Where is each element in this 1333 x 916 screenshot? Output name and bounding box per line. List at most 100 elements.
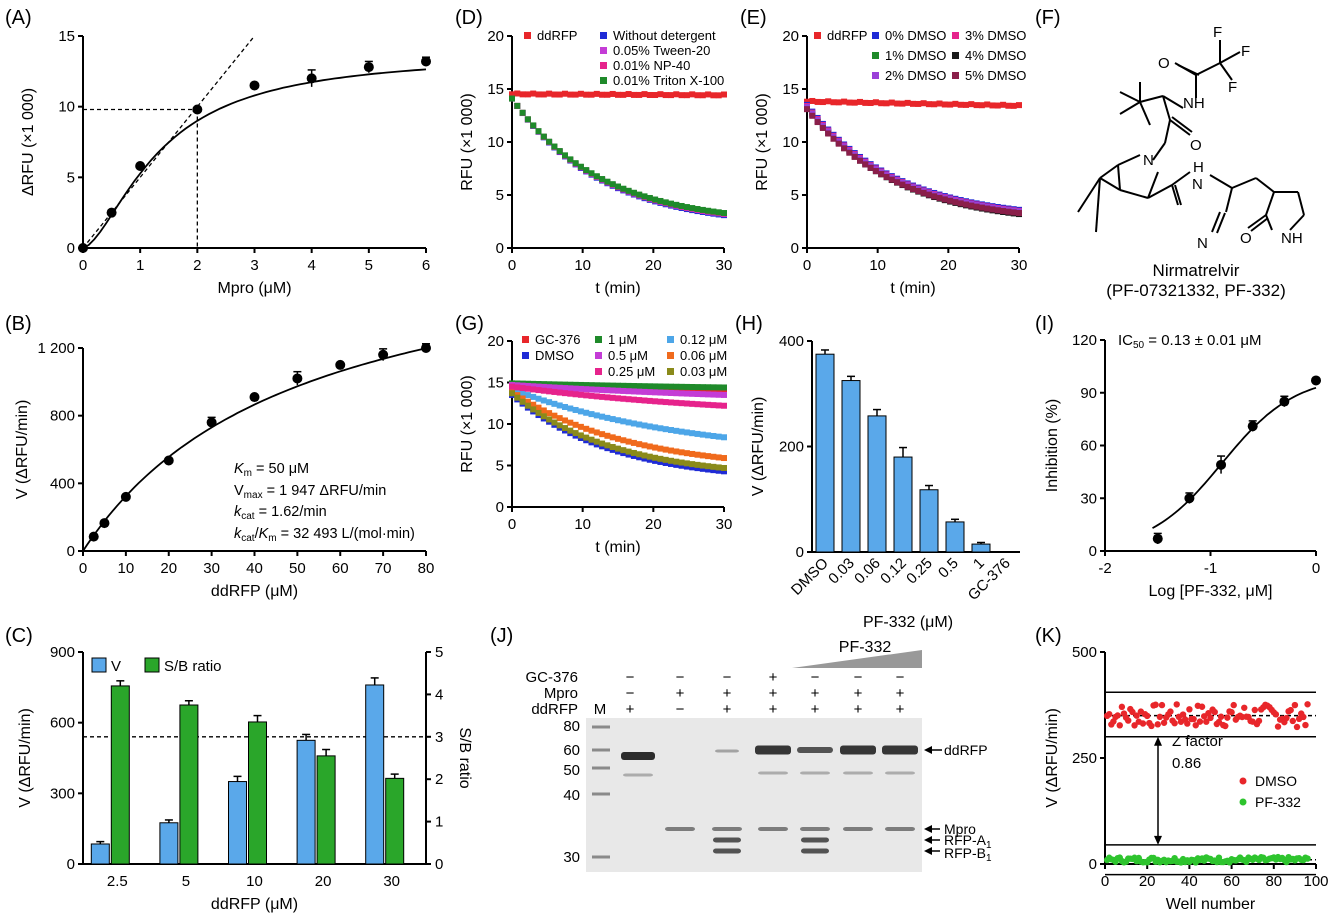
x-tick-label: 60 xyxy=(1223,873,1240,890)
y-axis-label: Inhibition (%) xyxy=(1044,399,1061,492)
data-point xyxy=(1144,712,1151,720)
x-axis-label: Well number xyxy=(1166,896,1256,913)
data-point xyxy=(588,382,595,389)
legend-swatch-pf332 xyxy=(1239,798,1247,806)
y-tick-label: 90 xyxy=(1080,385,1097,402)
y-tick-label: 5 xyxy=(67,169,75,186)
chart-c: 0 300 600 900 0 1 2 3 4 5 V (ΔRFU/min) S/B ratio ddR… xyxy=(17,644,473,913)
data-point xyxy=(206,417,217,428)
y-tick-label: 20 xyxy=(782,28,799,45)
data-point xyxy=(657,91,664,98)
x-tick-label: 20 xyxy=(645,257,662,274)
gel-sign: + xyxy=(896,685,905,702)
x-tick-label: 20 xyxy=(160,560,177,577)
y-tick-label: 1 200 xyxy=(37,340,75,357)
data-point xyxy=(646,443,653,450)
data-point xyxy=(609,434,616,441)
data-point xyxy=(1160,719,1168,726)
data-point xyxy=(652,383,659,390)
data-point xyxy=(1230,701,1237,709)
x-tick-label: 5 xyxy=(182,873,190,890)
chart-g: 0 10 20 30 0 5 10 15 20 t (min) RFU (×1 000) GC-376… xyxy=(459,332,732,556)
y-tick-label-right: 2 xyxy=(435,771,443,788)
data-point xyxy=(978,102,985,109)
data-point xyxy=(1139,720,1147,727)
y-tick-label: 0 xyxy=(496,499,504,516)
data-point xyxy=(636,451,643,458)
data-point xyxy=(846,149,853,156)
data-point xyxy=(556,91,563,98)
x-tick-label: 50 xyxy=(289,560,306,577)
y-tick-label: 900 xyxy=(50,644,75,661)
y-tick-label: 10 xyxy=(58,99,75,116)
annotation-zfactor-value: 0.86 xyxy=(1172,755,1201,772)
data-point xyxy=(540,91,547,98)
data-point xyxy=(572,160,579,167)
data-point xyxy=(715,467,722,474)
data-point xyxy=(609,90,616,97)
x-tick-label: 10 xyxy=(574,257,591,274)
x-tick-label: 1 xyxy=(136,257,144,274)
data-point xyxy=(925,191,932,198)
data-point xyxy=(1186,706,1193,713)
gel-sign: + xyxy=(723,685,732,702)
data-point xyxy=(615,183,621,190)
y-tick-label: 0 xyxy=(1089,543,1097,560)
data-point xyxy=(577,90,584,97)
data-point xyxy=(551,388,558,395)
data-point xyxy=(715,92,722,99)
band-label-mpro: Mpro xyxy=(944,821,976,837)
data-point xyxy=(519,109,526,116)
data-point xyxy=(599,431,606,438)
data-point xyxy=(830,99,837,106)
gel-band xyxy=(843,827,873,831)
marker-band xyxy=(592,766,610,770)
atom-o-2: O xyxy=(1190,137,1202,154)
data-point xyxy=(804,106,810,113)
x-tick-label: 60 xyxy=(332,560,349,577)
gel-sign: + xyxy=(811,685,820,702)
data-point xyxy=(1106,710,1113,718)
data-point xyxy=(546,90,553,97)
data-point xyxy=(625,438,632,445)
y-tick-label: 0 xyxy=(791,240,799,257)
data-point xyxy=(710,387,717,394)
data-point xyxy=(652,454,659,461)
data-point xyxy=(572,381,579,388)
data-point xyxy=(683,387,690,394)
y-tick-label: 300 xyxy=(50,785,75,802)
data-point xyxy=(593,438,600,445)
y-tick-label: 0 xyxy=(496,240,504,257)
data-point xyxy=(715,209,722,216)
data-point xyxy=(705,207,712,214)
data-point xyxy=(535,404,542,411)
data-point xyxy=(694,92,701,99)
data-point xyxy=(604,382,611,389)
data-point xyxy=(567,156,574,163)
x-tick-label: 10 xyxy=(574,516,591,533)
data-point xyxy=(1125,717,1132,724)
data-point xyxy=(588,427,595,434)
y-tick-label-right: 4 xyxy=(435,686,443,703)
x-tick-label: 0.03 xyxy=(825,555,858,588)
data-point xyxy=(551,412,558,419)
bar-sb xyxy=(179,704,199,865)
data-point xyxy=(249,80,260,91)
gel-band xyxy=(800,771,830,775)
data-point xyxy=(715,464,722,471)
data-point xyxy=(867,164,874,171)
y-tick-label: 20 xyxy=(487,333,504,350)
data-point xyxy=(646,456,653,463)
data-point xyxy=(652,457,659,464)
data-point xyxy=(609,394,616,401)
bar-v xyxy=(296,739,316,865)
data-point xyxy=(577,381,584,388)
data-point xyxy=(963,101,969,108)
data-point xyxy=(1005,102,1012,109)
data-point xyxy=(804,98,810,105)
data-point xyxy=(524,116,531,123)
data-point xyxy=(519,390,526,397)
data-point xyxy=(894,100,901,107)
data-point xyxy=(910,185,916,192)
gel-band-labels: ddRFP Mpro RFP-A1 RFP-B1 xyxy=(924,742,992,864)
